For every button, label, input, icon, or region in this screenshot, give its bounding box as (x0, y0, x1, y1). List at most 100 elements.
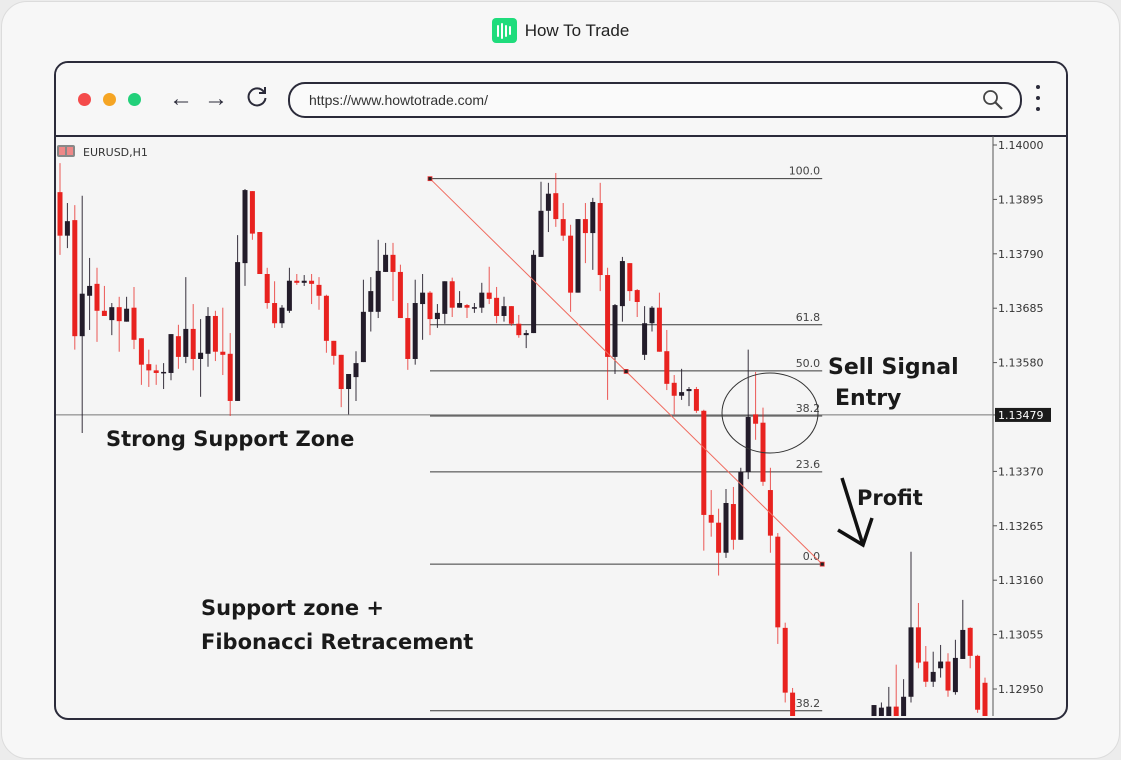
y-tick-label: 1.13370 (998, 465, 1044, 478)
candle-body (272, 303, 278, 324)
candle-body (464, 305, 470, 308)
y-tick-label: 1.13895 (998, 193, 1044, 206)
candle-body (893, 706, 899, 716)
bearish-candle (753, 371, 759, 440)
fibonacci-levels: 100.0 61.8 50.0 38.2 23.6 0.0 -38.2 (430, 165, 823, 712)
candle-body (701, 410, 707, 515)
candle-body (227, 353, 233, 401)
bearish-candle (627, 263, 633, 301)
candle-body (649, 307, 655, 324)
candle-body (383, 254, 389, 272)
symbol-label: EURUSD,H1 (57, 145, 148, 159)
back-arrow-icon[interactable]: ← (169, 85, 193, 112)
bearish-candle (146, 349, 152, 387)
candle-body (671, 382, 677, 396)
candle-body (427, 292, 433, 320)
candle-body (205, 315, 211, 354)
bearish-candle (464, 304, 470, 319)
candle-body (153, 370, 159, 373)
search-icon[interactable] (982, 89, 1004, 116)
close-window-dot[interactable] (78, 93, 91, 106)
forward-arrow-icon[interactable]: → (204, 85, 228, 112)
candle-body (952, 657, 958, 693)
candle-body (301, 280, 307, 283)
bearish-candle (553, 172, 559, 227)
bullish-candle (501, 296, 507, 322)
bullish-candle (590, 197, 596, 270)
kebab-menu-icon[interactable] (1036, 85, 1042, 118)
bullish-candle (79, 195, 85, 434)
bullish-candle (360, 279, 366, 363)
candle-body (397, 271, 403, 319)
browser-window: ← → https://www.howtotrade.com/ (54, 61, 1068, 720)
bullish-candle (686, 386, 692, 407)
candle-body (560, 219, 566, 236)
bearish-candle (708, 490, 714, 537)
bearish-candle (671, 375, 677, 415)
bullish-candle (745, 349, 751, 480)
bearish-candle (227, 333, 233, 416)
bullish-candle (575, 219, 581, 293)
candle-body (923, 661, 929, 682)
candle-body (723, 503, 729, 553)
bullish-candle (368, 277, 374, 332)
candle-body (242, 190, 248, 264)
candle-body (642, 323, 648, 355)
candle-body (146, 364, 152, 371)
candle-body (309, 280, 315, 284)
bearish-candle (915, 602, 921, 669)
bullish-candle (434, 304, 440, 328)
y-tick-label: 1.13160 (998, 574, 1044, 587)
candle-body (753, 414, 759, 424)
candle-body (316, 284, 322, 296)
y-tick-label: 1.13685 (998, 302, 1044, 315)
candle-body (212, 315, 218, 352)
reload-icon[interactable] (245, 84, 269, 115)
bullish-candle (375, 239, 381, 319)
url-text[interactable]: https://www.howtotrade.com/ (309, 92, 488, 108)
bearish-candle (693, 386, 699, 413)
bullish-candle (723, 489, 729, 558)
candle-body (679, 392, 685, 396)
bearish-candle (272, 281, 278, 328)
bearish-candle (605, 267, 611, 400)
y-tick-label: 1.13265 (998, 520, 1044, 533)
bullish-candle (420, 274, 426, 340)
bearish-candle (508, 306, 514, 326)
candle-body (375, 270, 381, 312)
candle-body (449, 281, 455, 308)
bullish-candle (64, 203, 70, 249)
minimize-window-dot[interactable] (103, 93, 116, 106)
maximize-window-dot[interactable] (128, 93, 141, 106)
candle-body (790, 692, 796, 716)
bearish-candle (294, 274, 300, 285)
bearish-candle (568, 224, 574, 312)
candle-body (420, 292, 426, 305)
candle-body (434, 312, 440, 320)
bullish-candle (109, 303, 115, 336)
candle-body (353, 363, 359, 378)
candle-body (72, 220, 78, 337)
bullish-candle (286, 267, 292, 313)
candle-body (605, 275, 611, 357)
trendline-anchor-handle (427, 176, 433, 182)
bullish-candle (198, 319, 204, 397)
bullish-candle (301, 275, 307, 286)
bearish-candle (397, 264, 403, 319)
bearish-candle (131, 286, 137, 350)
chart-window-icon-pane (67, 147, 73, 155)
candle-body (412, 303, 418, 359)
candle-body (168, 334, 174, 373)
bearish-candle (331, 340, 337, 365)
bullish-candle (471, 303, 477, 313)
bearish-candle (220, 307, 226, 376)
candle-body (161, 371, 167, 374)
candle-body (390, 254, 396, 272)
bearish-candle (427, 291, 433, 336)
candle-body (183, 328, 189, 357)
url-bar[interactable]: https://www.howtotrade.com/ (288, 82, 1022, 118)
bullish-candle (523, 329, 529, 349)
bullish-candle (642, 306, 648, 361)
bearish-candle (656, 292, 662, 352)
